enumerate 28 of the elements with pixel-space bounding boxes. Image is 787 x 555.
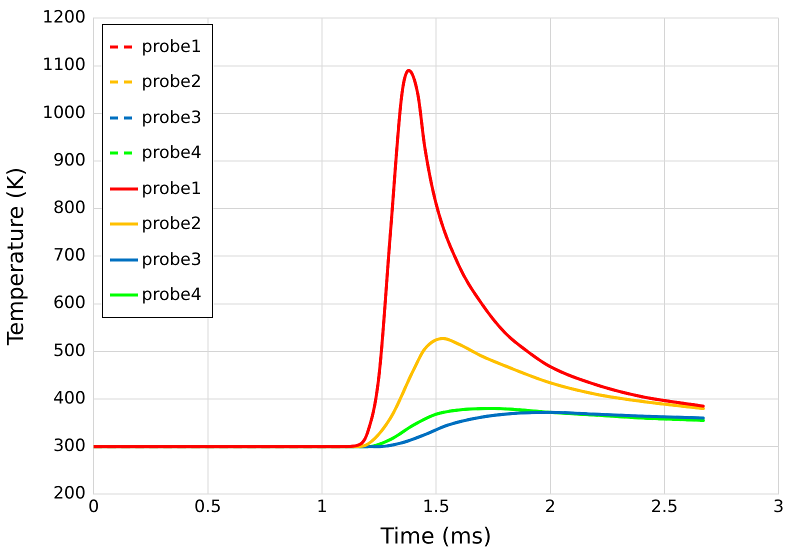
y-tick-label: 1100: [42, 55, 86, 76]
legend-label: probe3: [142, 250, 202, 270]
x-tick-label: 0.5: [194, 496, 222, 517]
y-tick-label: 300: [53, 436, 86, 456]
x-axis-title: Time (ms): [380, 524, 492, 550]
x-tick-label: 1.5: [422, 496, 450, 517]
x-tick-label: 2.5: [650, 496, 678, 517]
y-tick-label: 400: [53, 388, 86, 408]
y-tick-label: 900: [53, 150, 86, 170]
y-tick-label: 1200: [42, 8, 86, 28]
y-tick-label: 200: [53, 484, 86, 504]
y-axis-title: Temperature (K): [4, 167, 29, 346]
legend-label: probe1: [142, 178, 202, 199]
legend-label: probe2: [142, 214, 202, 234]
y-tick-label: 800: [53, 198, 86, 218]
x-tick-label: 2: [544, 496, 556, 517]
legend-label: probe4: [142, 143, 202, 164]
y-tick-label: 600: [53, 293, 86, 314]
legend-label: probe4: [142, 285, 202, 306]
x-tick-label: 0: [88, 496, 100, 517]
x-tick-label: 3: [773, 496, 784, 517]
y-tick-label: 700: [53, 246, 86, 266]
legend-label: probe3: [142, 108, 202, 128]
legend-label: probe2: [142, 72, 202, 92]
y-tick-label: 500: [53, 340, 86, 361]
legend-label: probe1: [142, 36, 202, 57]
x-tick-label: 1: [316, 496, 328, 517]
y-tick-label: 1000: [42, 102, 86, 123]
